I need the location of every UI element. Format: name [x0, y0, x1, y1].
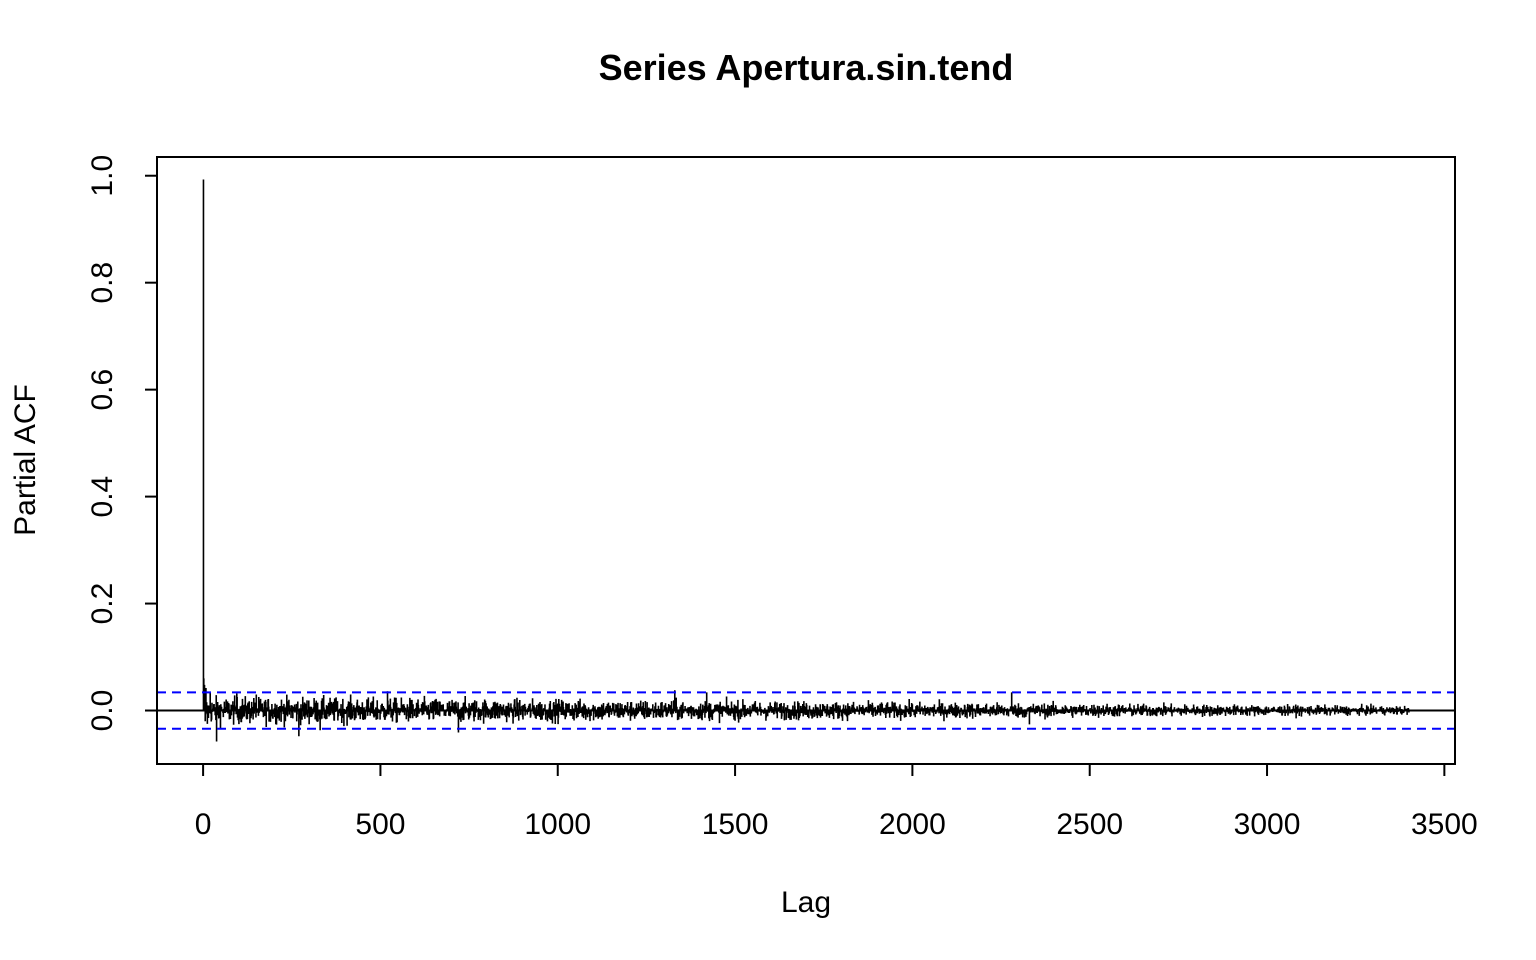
x-tick-label: 3500 — [1411, 808, 1478, 841]
reference-lines — [157, 691, 1455, 730]
pacf-bar-lines — [202, 179, 1410, 742]
y-tick-label: 0.0 — [86, 690, 119, 732]
plot-frame — [156, 156, 1456, 765]
chart-title: Series Apertura.sin.tend — [599, 47, 1014, 88]
x-tick-label: 2000 — [879, 808, 946, 841]
y-tick-label: 0.8 — [86, 262, 119, 304]
y-tick-label: 0.2 — [86, 583, 119, 625]
y-tick-label: 0.6 — [86, 369, 119, 411]
x-tick-label: 0 — [195, 808, 212, 841]
x-axis: 0 500 1000 1500 2000 2500 3000 3500 — [195, 763, 1478, 841]
x-tick-label: 2500 — [1056, 808, 1123, 841]
y-axis-label: Partial ACF — [9, 384, 42, 536]
x-tick-label: 3000 — [1234, 808, 1301, 841]
pacf-bars — [202, 179, 1410, 742]
y-axis: 0.0 0.2 0.4 0.6 0.8 1.0 — [86, 155, 158, 732]
y-tick-label: 0.4 — [86, 476, 119, 518]
x-tick-label: 500 — [355, 808, 405, 841]
x-tick-label: 1500 — [702, 808, 769, 841]
y-tick-label: 1.0 — [86, 155, 119, 197]
x-axis-label: Lag — [781, 886, 831, 919]
x-tick-label: 1000 — [524, 808, 591, 841]
